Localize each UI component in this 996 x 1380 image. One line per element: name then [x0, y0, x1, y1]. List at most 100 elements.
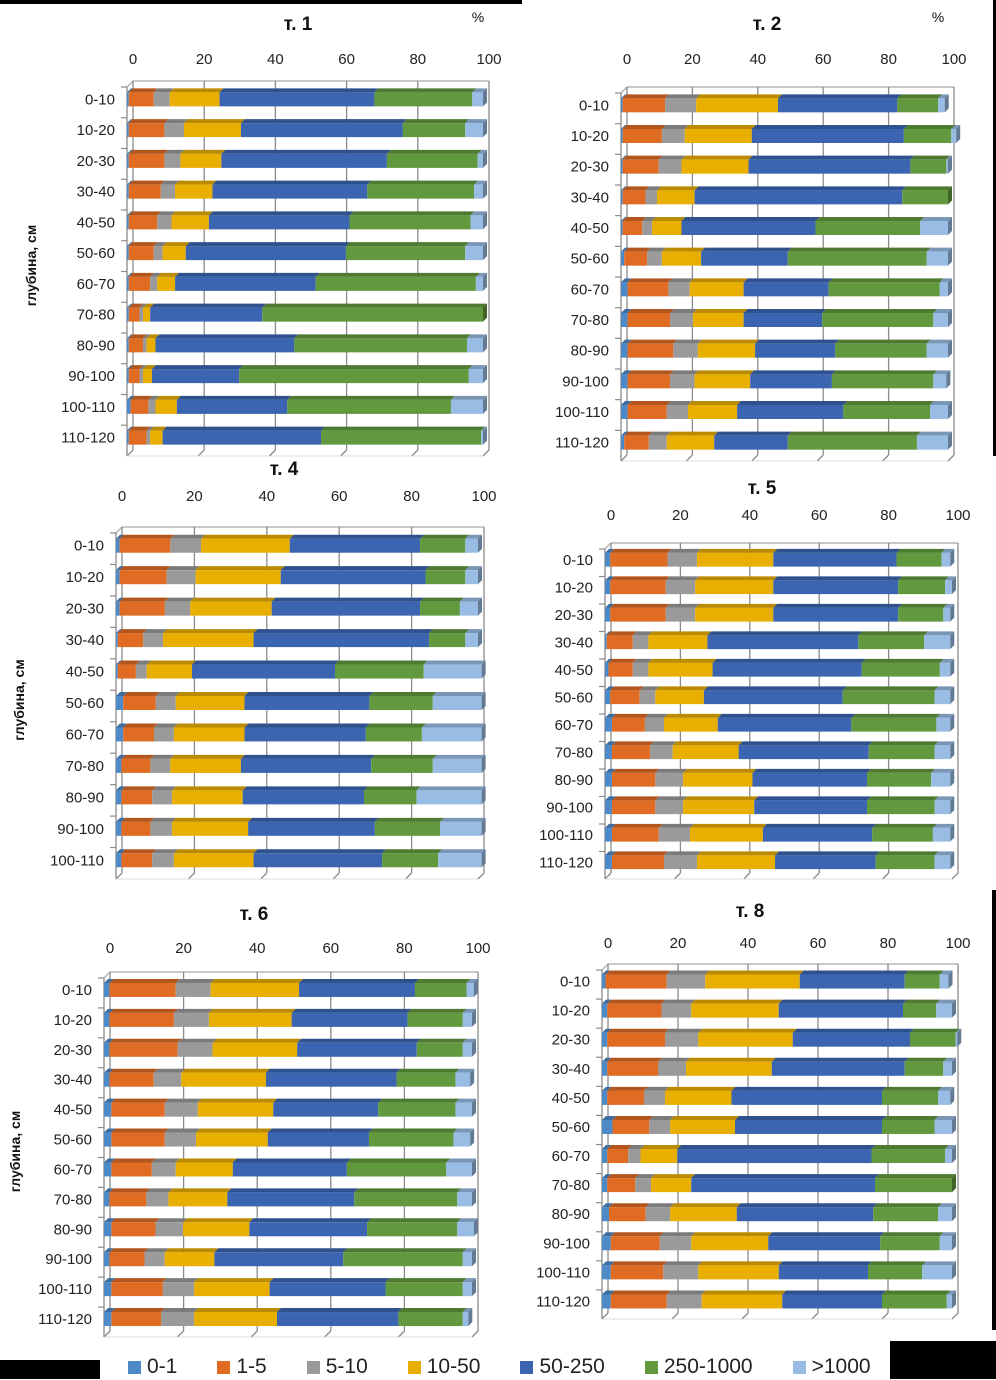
bar-segment: [146, 1192, 169, 1207]
bar-segment: [369, 696, 433, 710]
bar-segment-top: [127, 88, 133, 93]
bar-segment-top: [658, 155, 686, 160]
bar-segment: [602, 1061, 608, 1076]
bar-segment: [262, 307, 483, 322]
bar-segment: [144, 1252, 165, 1267]
bar-segment: [170, 758, 241, 773]
bar-segment-top: [195, 566, 285, 571]
bar-segment-top: [127, 242, 133, 247]
bar-segment-top: [602, 1290, 615, 1295]
bar-segment: [903, 129, 952, 143]
bar-segment: [127, 184, 129, 199]
floor-tick: [811, 1312, 819, 1320]
bar-segment: [143, 369, 152, 384]
chart-title: т. 6: [240, 904, 269, 925]
bar-end-face: [948, 401, 952, 419]
bar-segment: [196, 1132, 268, 1147]
bar-segment: [707, 635, 859, 650]
bar-segment: [943, 607, 951, 622]
bar-segment: [416, 790, 482, 805]
bar-segment-top: [602, 1261, 615, 1266]
bar-segment: [127, 369, 129, 384]
bar-segment-top: [754, 796, 871, 801]
bar-segment: [605, 855, 612, 870]
bar-segment-top: [119, 566, 171, 571]
bar-segment: [354, 1192, 458, 1207]
bar-end-face: [950, 686, 955, 705]
bar-segment: [111, 1282, 163, 1297]
bar-segment: [605, 552, 611, 567]
category-label: 50-60: [54, 1132, 92, 1149]
bar-segment: [162, 1282, 195, 1297]
bar-segment: [462, 1252, 472, 1267]
bar-segment: [367, 184, 475, 199]
bar-segment: [882, 1294, 947, 1309]
bar-segment: [273, 1102, 379, 1117]
bar-segment: [150, 276, 158, 291]
bar-segment: [627, 282, 669, 297]
bar-segment-top: [902, 186, 952, 191]
x-tick-label: 60: [815, 51, 832, 68]
bar-segment-top: [111, 1158, 156, 1163]
bar-segment: [737, 405, 844, 419]
bar-segment: [681, 221, 816, 235]
bar-segment-top: [163, 629, 258, 634]
bar-segment: [621, 129, 623, 143]
bar-segment-top: [611, 741, 655, 746]
bar-segment-top: [665, 576, 700, 581]
percent-unit-label: %: [932, 9, 944, 25]
x-tick-label: 60: [331, 488, 348, 505]
floor-tick: [397, 1330, 405, 1338]
bar-segment-top: [128, 88, 158, 93]
bar-segment-top: [621, 125, 627, 129]
bar-segment: [465, 246, 483, 261]
bar-segment: [621, 251, 625, 266]
bar-segment: [621, 190, 623, 205]
bar-segment-top: [828, 278, 944, 283]
bar-segment-top: [787, 247, 931, 252]
bar-segment: [904, 1061, 944, 1076]
bar-segment-top: [938, 1203, 956, 1208]
bar-segment-top: [117, 629, 148, 634]
bar-segment: [627, 343, 674, 358]
bar-segment-top: [663, 1261, 703, 1266]
bar-segment-top: [696, 94, 782, 99]
bar-segment-top: [472, 88, 487, 93]
bar-segment-top: [196, 1128, 272, 1133]
bar-segment: [602, 1003, 608, 1018]
bar-end-face: [952, 999, 956, 1018]
bar-end-face: [950, 548, 955, 567]
bar-segment-top: [778, 1261, 872, 1266]
bar-segment-top: [365, 723, 426, 728]
bar-segment: [465, 570, 478, 585]
bar-segment-top: [166, 566, 200, 571]
bar-segment: [168, 1192, 228, 1207]
category-label: 100-110: [555, 404, 609, 421]
chart-title: т. 8: [736, 901, 765, 922]
bar-segment-top: [439, 817, 486, 822]
bar-segment-top: [171, 211, 213, 216]
bar-segment: [157, 276, 176, 291]
bar-segment-top: [109, 1068, 158, 1073]
category-label: 100-110: [38, 1281, 92, 1298]
bar-segment: [602, 974, 606, 989]
bar-segment-top: [903, 999, 941, 1004]
bar-segment-top: [429, 629, 470, 634]
bar-segment-top: [121, 786, 157, 791]
bar-segment: [244, 727, 366, 742]
bar-segment: [843, 405, 931, 419]
bar-segment-top: [127, 272, 133, 277]
bar-end-face: [950, 823, 955, 842]
plot-frame-top: [604, 542, 958, 550]
category-label: 20-30: [77, 153, 115, 170]
floor-tick: [673, 872, 681, 880]
x-tick-label: 20: [670, 935, 687, 952]
category-label: 30-40: [552, 1061, 590, 1078]
bar-end-face: [481, 692, 486, 710]
category-label: 30-40: [77, 184, 115, 201]
category-label: 110-120: [38, 1311, 92, 1328]
bar-segment: [365, 727, 422, 742]
bar-segment: [896, 552, 942, 567]
bar-segment-top: [605, 796, 616, 801]
bar-segment-top: [291, 1008, 412, 1013]
